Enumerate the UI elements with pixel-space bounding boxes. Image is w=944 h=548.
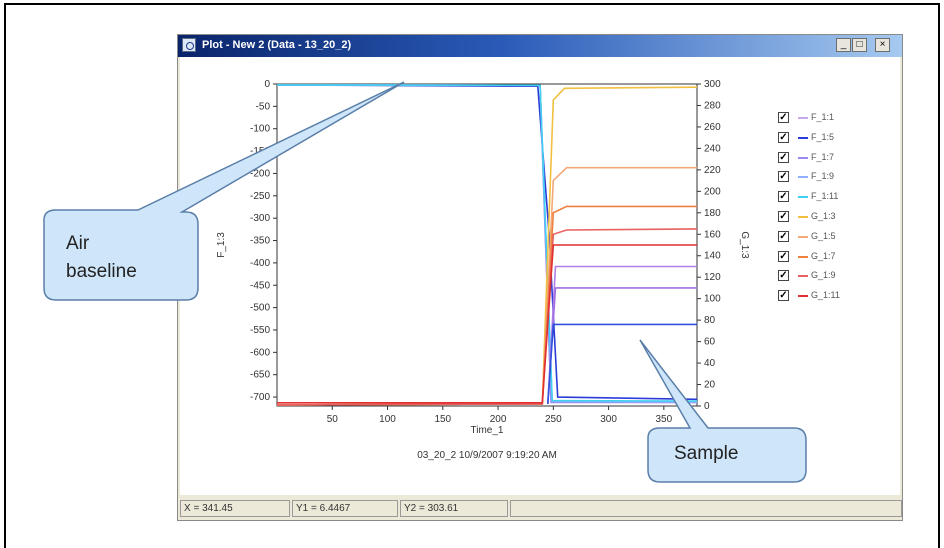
y-right-tick-label: 60 bbox=[704, 337, 716, 348]
x-tick-label: 300 bbox=[600, 414, 617, 425]
air-callout-line2: baseline bbox=[66, 261, 137, 282]
legend-label: G_1:7 bbox=[811, 250, 836, 261]
series-line bbox=[276, 228, 698, 406]
y-right-tick-label: 100 bbox=[704, 294, 721, 305]
legend-swatch bbox=[798, 196, 808, 199]
sample-callout-label: Sample bbox=[674, 443, 739, 464]
legend-label: F_1:1 bbox=[811, 112, 835, 122]
legend-label: F_1:5 bbox=[811, 131, 835, 142]
legend-checkbox[interactable]: ✓ bbox=[778, 112, 789, 123]
chart-caption: 03_20_2 10/9/2007 9:19:20 AM bbox=[417, 450, 557, 461]
y-left-tick-label: -600 bbox=[250, 347, 270, 358]
y-left-tick-label: -150 bbox=[250, 146, 270, 157]
plot-window: Plot - New 2 (Data - 13_20_2) _ □ × 0 -50… bbox=[177, 34, 903, 521]
legend-checkbox[interactable]: ✓ bbox=[778, 151, 789, 163]
legend-label: G_1:9 bbox=[811, 270, 836, 281]
y-left-tick-label: -700 bbox=[250, 392, 270, 403]
y-right-tick-label: 280 bbox=[704, 100, 721, 111]
legend-checkbox[interactable]: ✓ bbox=[778, 290, 789, 302]
legend-swatch bbox=[798, 156, 808, 159]
legend-checkbox[interactable]: ✓ bbox=[778, 230, 789, 242]
y-left-tick-label: -350 bbox=[250, 236, 270, 247]
legend-swatch bbox=[798, 255, 808, 258]
legend-label: G_1:11 bbox=[811, 290, 840, 301]
y-left-tick-label: -100 bbox=[250, 124, 270, 135]
y-left-tick-label: -450 bbox=[250, 280, 270, 291]
y-right-tick-label: 20 bbox=[704, 380, 716, 391]
legend-checkbox[interactable]: ✓ bbox=[778, 131, 789, 143]
y-right-tick-label: 240 bbox=[704, 143, 721, 154]
legend-swatch bbox=[798, 216, 808, 218]
y-left-tick-label: -500 bbox=[250, 303, 270, 314]
legend-swatch bbox=[798, 275, 808, 278]
x-tick-label: 250 bbox=[545, 414, 562, 425]
status-bar: X = 341.45 Y1 = 6.4467 Y2 = 303.61 bbox=[178, 497, 902, 520]
y-left-tick-label: -200 bbox=[250, 168, 270, 179]
y-right-tick-label: 160 bbox=[704, 229, 721, 240]
y-left-tick-label: 0 bbox=[264, 79, 270, 90]
chart[interactable]: 0 -50 -100 -150 -200 -250 -300 -350 -400 -450 -500… bbox=[180, 57, 900, 495]
y-right-tick-label: 200 bbox=[704, 186, 721, 197]
legend-label: F_1:11 bbox=[811, 191, 839, 202]
y-right-tick-label: 220 bbox=[704, 165, 721, 176]
series-line bbox=[277, 244, 697, 404]
legend-swatch bbox=[798, 176, 808, 179]
x-tick-label: 350 bbox=[655, 414, 672, 425]
status-x: X = 341.45 bbox=[180, 500, 290, 517]
legend-label: F_1:7 bbox=[811, 151, 835, 162]
legend-swatch bbox=[798, 117, 808, 119]
window-app-icon[interactable] bbox=[182, 38, 196, 52]
legend-checkbox[interactable]: ✓ bbox=[778, 270, 789, 282]
legend-checkbox[interactable]: ✓ bbox=[778, 191, 789, 203]
y-left-tick-label: -400 bbox=[250, 258, 270, 269]
status-y2: Y2 = 303.61 bbox=[400, 500, 508, 517]
y-left-tick-label: -550 bbox=[250, 325, 270, 336]
legend-label: G_1:3 bbox=[811, 211, 836, 221]
maximize-button[interactable]: □ bbox=[852, 38, 867, 52]
y-right-tick-label: 40 bbox=[704, 358, 716, 369]
status-empty-pane bbox=[510, 500, 902, 517]
window-title: Plot - New 2 (Data - 13_20_2) bbox=[202, 39, 352, 51]
y-right-tick-label: 260 bbox=[704, 122, 721, 133]
y-right-tick-label: 80 bbox=[704, 315, 716, 326]
x-tick-label: 200 bbox=[490, 414, 507, 425]
minimize-button[interactable]: _ bbox=[836, 38, 851, 52]
y-left-tick-label: -300 bbox=[250, 213, 270, 224]
air-callout-line1: Air bbox=[66, 233, 90, 254]
y-left-axis-label: F_1:3 bbox=[216, 232, 227, 258]
legend-checkbox[interactable]: ✓ bbox=[778, 250, 789, 262]
status-y1: Y1 = 6.4467 bbox=[292, 500, 398, 517]
series-line bbox=[276, 84, 698, 402]
x-tick-label: 150 bbox=[434, 414, 451, 425]
x-tick-label: 100 bbox=[379, 414, 396, 425]
y-right-tick-label: 0 bbox=[704, 401, 710, 412]
x-axis-label: Time_1 bbox=[471, 425, 504, 436]
y-left-tick-label: -250 bbox=[250, 191, 270, 202]
y-right-tick-label: 300 bbox=[704, 79, 721, 90]
legend-label: F_1:9 bbox=[811, 171, 835, 182]
y-right-tick-label: 120 bbox=[704, 272, 721, 283]
y-right-axis-label: G_1:3 bbox=[739, 231, 750, 259]
y-right-tick-label: 180 bbox=[704, 208, 721, 219]
x-tick-label: 50 bbox=[327, 414, 339, 425]
y-left-tick-label: -650 bbox=[250, 370, 270, 381]
legend-checkbox[interactable]: ✓ bbox=[778, 211, 789, 222]
legend-swatch bbox=[798, 295, 808, 298]
legend-swatch bbox=[798, 235, 808, 238]
legend-swatch bbox=[798, 136, 808, 139]
series-line bbox=[547, 323, 697, 404]
close-button[interactable]: × bbox=[875, 38, 890, 52]
plot-area[interactable]: 0 -50 -100 -150 -200 -250 -300 -350 -400 -450 -500… bbox=[180, 57, 900, 495]
y-left-tick-label: -50 bbox=[256, 101, 271, 112]
title-bar[interactable]: Plot - New 2 (Data - 13_20_2) _ □ × bbox=[178, 35, 902, 57]
y-right-tick-label: 140 bbox=[704, 251, 721, 262]
legend-checkbox[interactable]: ✓ bbox=[778, 171, 789, 183]
legend-label: G_1:5 bbox=[811, 230, 836, 241]
